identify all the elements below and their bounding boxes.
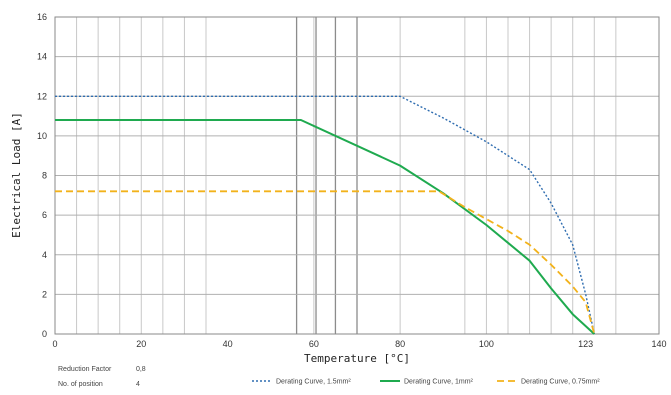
y-tick-label: 8: [42, 171, 47, 181]
y-tick-label: 14: [37, 52, 47, 62]
x-axis-title: Temperature [°C]: [304, 352, 410, 365]
positions-value: 4: [135, 381, 140, 388]
y-tick-label: 0: [42, 329, 47, 339]
reduction-factor-value: 0,8: [135, 366, 146, 373]
y-axis-title: Electrical Load [A]: [10, 112, 23, 238]
y-tick-label: 12: [37, 91, 47, 101]
x-tick-label: 80: [395, 339, 405, 349]
reduction-factor-label: Reduction Factor: [58, 366, 112, 373]
x-tick-label: 140: [651, 339, 666, 349]
y-tick-label: 10: [37, 131, 47, 141]
series-line-1: [55, 95, 595, 335]
series-line-3: [55, 190, 596, 335]
chart-grid: [55, 16, 659, 335]
legend-label-3: Derating Curve, 0.75mm²: [521, 379, 600, 386]
x-tick-label: 60: [309, 339, 319, 349]
plot-area-frame: [54, 16, 660, 335]
legend-label-1: Derating Curve, 1.5mm²: [276, 379, 351, 386]
x-tick-label: 123: [578, 339, 593, 349]
chart-series-group: [55, 95, 596, 335]
positions-row: No. of position 4: [58, 381, 140, 388]
positions-label: No. of position: [58, 381, 103, 388]
series-line-2: [55, 119, 595, 335]
x-tick-label: 20: [136, 339, 146, 349]
y-tick-label: 4: [42, 250, 47, 260]
y-tick-label: 2: [42, 289, 47, 299]
x-tick-label: 40: [223, 339, 233, 349]
x-tick-label: 0: [52, 339, 57, 349]
y-tick-label: 6: [42, 210, 47, 220]
legend-label-2: Derating Curve, 1mm²: [404, 379, 474, 386]
chart-legend: Derating Curve, 1.5mm² Derating Curve, 1m…: [252, 379, 600, 386]
y-tick-label: 16: [37, 12, 47, 22]
x-tick-label: 100: [479, 339, 494, 349]
chart-ticks: 0 2 4 6 8 10 12 14 16 0 20 40 60 80 100 123 140: [37, 12, 667, 349]
reduction-factor-row: Reduction Factor 0,8: [58, 366, 146, 373]
